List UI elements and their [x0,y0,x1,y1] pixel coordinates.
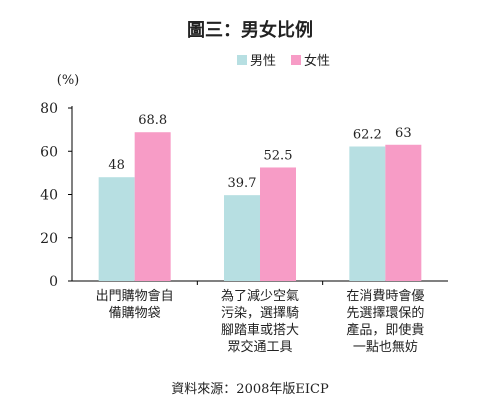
data-label: 63 [395,126,412,141]
x-category-label-line: 為了減少空氣 [220,289,299,304]
data-label: 68.8 [138,113,167,128]
x-category-label: 在消費時會優 先選擇環保的 產品，即使貴 一點也無妨 [330,288,440,356]
x-category-label-line: 備購物袋 [108,306,161,321]
x-category-label-line: 污染，選擇騎 [220,306,299,321]
x-category-label: 出門購物會自 備購物袋 [80,288,190,322]
x-category-label-line: 腳踏車或搭大 [220,323,299,338]
source-note: 資料來源：2008年版EICP [171,382,329,397]
y-tick-label: 20 [40,231,58,247]
legend-label: 男性 [250,54,276,69]
bar [349,146,386,281]
chart-title: 圖三：男女比例 [187,20,313,41]
bar [385,144,422,281]
legend-swatch [291,55,301,65]
x-category-label-line: 產品，即使貴 [346,323,425,338]
y-tick-label: 80 [40,101,58,117]
data-label: 39.7 [228,176,257,191]
legend-swatch [237,55,247,65]
x-category-label-line: 眾交通工具 [227,340,293,355]
data-label: 52.5 [264,148,293,163]
bar [98,177,135,281]
bar [224,195,260,281]
x-category-label-line: 一點也無妨 [352,340,418,355]
y-tick-label: 40 [40,188,58,204]
x-category-label-line: 在消費時會優 [346,289,425,304]
legend-label: 女性 [304,53,330,69]
bar [134,132,171,281]
y-axis-label: (%) [57,73,80,88]
x-category-label: 為了減少空氣 污染，選擇騎 腳踏車或搭大 眾交通工具 [205,288,315,356]
y-tick-label: 0 [49,274,58,290]
bar [260,167,296,281]
x-category-label-line: 先選擇環保的 [346,306,425,321]
data-label: 62.2 [353,127,382,142]
y-tick-label: 60 [40,144,58,160]
data-label: 48 [108,158,125,173]
x-category-label-line: 出門購物會自 [95,289,174,304]
